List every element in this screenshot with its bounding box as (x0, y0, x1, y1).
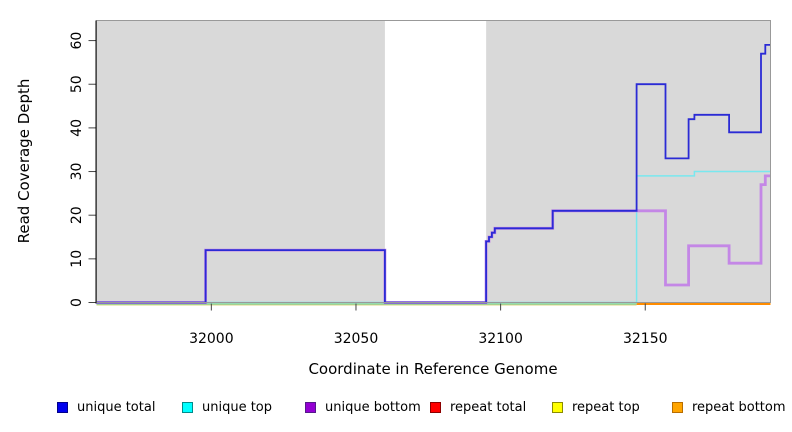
legend-label: unique total (77, 399, 156, 415)
y-tick-label: 10 (69, 250, 85, 268)
x-tick-label: 32000 (189, 331, 234, 347)
legend: unique total unique top unique bottom re… (0, 399, 792, 419)
repeat-total-swatch-icon (430, 401, 441, 413)
legend-item-repeat-bottom: repeat bottom (672, 399, 786, 415)
legend-label: unique top (202, 399, 273, 415)
legend-label: unique bottom (325, 399, 421, 415)
x-tick-label: 32150 (623, 331, 668, 347)
unique-top-swatch-icon (182, 401, 193, 413)
legend-item-repeat-total: repeat total (430, 399, 526, 415)
x-tick-label: 32050 (334, 331, 379, 347)
legend-item-repeat-top: repeat top (552, 399, 640, 415)
y-tick-label: 50 (69, 75, 85, 93)
repeat-bottom-swatch-icon (672, 401, 683, 413)
unique-total-swatch-icon (57, 401, 68, 413)
y-tick-label: 60 (69, 32, 85, 50)
legend-item-unique-top: unique top (182, 399, 272, 415)
legend-label: repeat bottom (692, 399, 786, 415)
y-tick-label: 30 (69, 163, 85, 181)
y-tick-label: 20 (69, 206, 85, 224)
repeat-top-swatch-icon (552, 401, 563, 413)
y-tick-label: 40 (69, 119, 85, 137)
y-axis-title: Read Coverage Depth (15, 78, 33, 244)
no-data-band (384, 20, 487, 303)
unique-bottom-swatch-icon (305, 401, 316, 413)
x-tick-label: 32100 (478, 331, 523, 347)
legend-label: repeat top (572, 399, 640, 415)
legend-label: repeat total (450, 399, 527, 415)
legend-item-unique-bottom: unique bottom (305, 399, 421, 415)
y-tick-label: 0 (69, 298, 85, 307)
legend-item-unique-total: unique total (57, 399, 155, 415)
x-axis-title: Coordinate in Reference Genome (308, 360, 558, 378)
